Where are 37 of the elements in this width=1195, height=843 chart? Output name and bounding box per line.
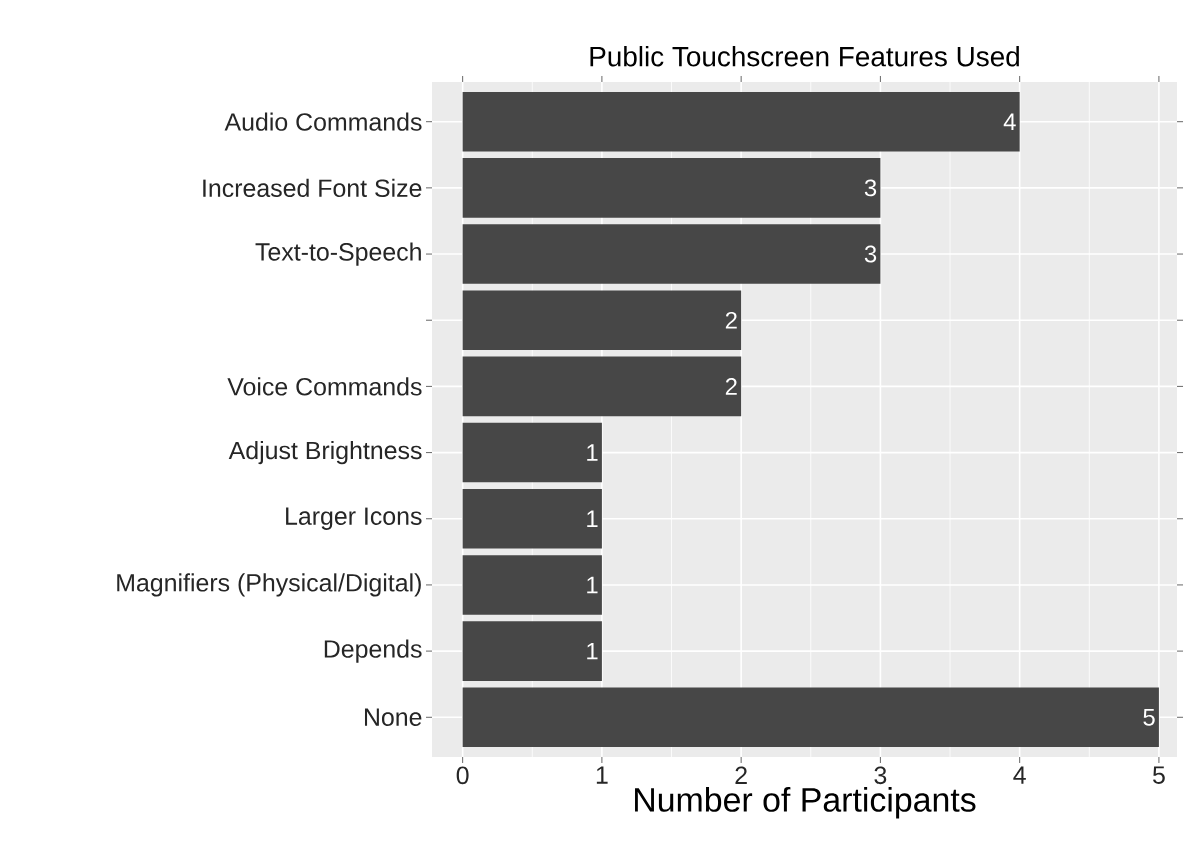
x-tick-label: 5	[1152, 766, 1165, 784]
y-tick-label: Magnifiers (Physical/Digital)	[117, 573, 421, 597]
bar	[462, 422, 602, 483]
data-label: 1	[587, 510, 598, 527]
data-label: 2	[725, 311, 737, 329]
bar	[462, 91, 1020, 152]
x-tick-label: 4	[1013, 766, 1026, 784]
data-label: 1	[587, 576, 598, 594]
data-label: 5	[1143, 708, 1155, 726]
y-tick-label: Voice Commands	[227, 377, 422, 396]
data-label: 3	[864, 179, 877, 197]
y-tick-label: Adjust Brightness	[228, 440, 422, 465]
bar	[462, 687, 1159, 748]
bar	[462, 555, 602, 615]
x-axis-title: Number of Participants	[635, 786, 976, 819]
bar	[462, 158, 881, 218]
x-tick-label: 1	[596, 766, 608, 784]
bar	[462, 290, 742, 351]
bar	[462, 356, 742, 417]
chart-title: Public Touchscreen Features Used	[590, 46, 1019, 67]
bar	[462, 224, 881, 284]
bar	[462, 621, 602, 681]
x-tick-label: 2	[735, 766, 747, 784]
bar	[462, 488, 602, 549]
y-tick-label: Increased Font Size	[203, 178, 422, 198]
y-tick-label: Text-to-Speech	[255, 242, 421, 266]
y-tick-label: None	[364, 708, 422, 726]
data-label: 3	[864, 245, 877, 263]
data-label: 2	[725, 378, 737, 395]
x-tick-label: 0	[456, 766, 469, 785]
y-tick-label: Depends	[324, 639, 422, 663]
data-label: 1	[587, 642, 598, 660]
y-tick-label: Larger Icons	[286, 507, 422, 530]
y-tick-label: Audio Commands	[224, 112, 422, 131]
data-label: 4	[1003, 113, 1016, 130]
x-tick-label: 3	[874, 766, 887, 785]
data-label: 1	[587, 444, 598, 461]
